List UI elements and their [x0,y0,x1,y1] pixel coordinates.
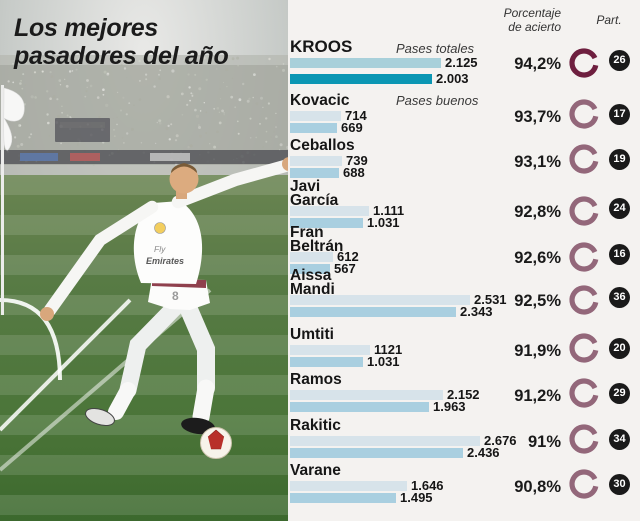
svg-text:Fly: Fly [154,244,166,254]
svg-text:Emirates: Emirates [146,256,184,266]
svg-text:8: 8 [172,289,179,303]
